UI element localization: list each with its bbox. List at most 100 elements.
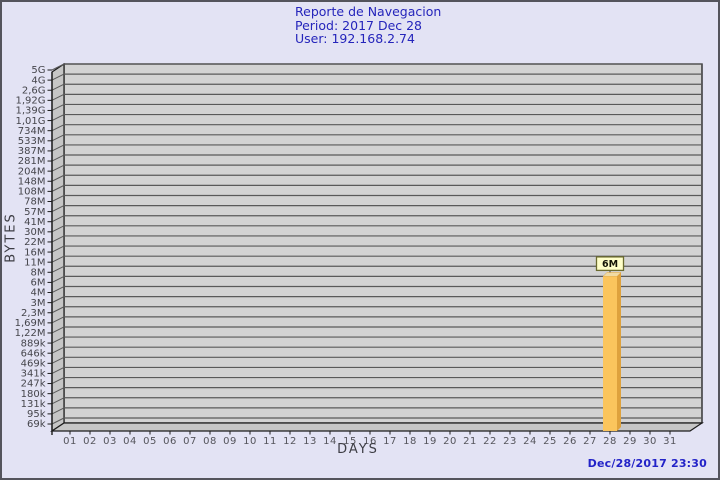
y-axis-title: BYTES bbox=[3, 212, 19, 263]
y-tick-label: 341k bbox=[21, 369, 46, 380]
x-tick-label: 23 bbox=[503, 436, 517, 447]
wall-gridline bbox=[51, 245, 65, 253]
x-tick-label: 25 bbox=[543, 436, 557, 447]
wall-gridline bbox=[51, 286, 65, 293]
x-tick-label: 10 bbox=[243, 436, 257, 447]
y-tick-label: 2,3M bbox=[21, 308, 46, 319]
floor bbox=[50, 422, 704, 432]
wall-gridline bbox=[51, 164, 65, 172]
y-tick-label: 204M bbox=[18, 166, 46, 177]
wall-gridline bbox=[51, 346, 65, 354]
wall-gridline bbox=[51, 104, 65, 111]
wall-gridline bbox=[51, 387, 65, 395]
wall-gridline bbox=[51, 265, 65, 273]
x-tick-label: 06 bbox=[163, 436, 177, 447]
bar-value-box bbox=[595, 256, 625, 272]
wall-gridline bbox=[51, 316, 65, 324]
y-tick-label: 1,39G bbox=[15, 106, 45, 117]
y-tick-label: 6M bbox=[31, 278, 46, 289]
report-user: User: 192.168.2.74 bbox=[295, 31, 415, 46]
plot-back-wall bbox=[63, 63, 703, 424]
x-tick-label: 17 bbox=[383, 436, 397, 447]
wall-gridline bbox=[51, 377, 65, 384]
x-tick-label: 24 bbox=[523, 436, 537, 447]
y-tick-label: 1,69M bbox=[15, 318, 46, 329]
y-tick-label: 1,22M bbox=[15, 328, 46, 339]
wall-gridline bbox=[51, 235, 65, 243]
wall-gridline bbox=[51, 93, 65, 101]
x-tick-label: 13 bbox=[303, 436, 317, 447]
x-tick-label: 14 bbox=[323, 436, 337, 447]
x-tick-label: 22 bbox=[483, 436, 497, 447]
wall-gridline bbox=[51, 195, 65, 202]
x-tick-label: 27 bbox=[583, 436, 597, 447]
x-tick-label: 09 bbox=[223, 436, 237, 447]
y-tick-label: 5G bbox=[31, 65, 45, 76]
y-tick-label: 734M bbox=[18, 126, 46, 137]
x-tick-label: 16 bbox=[363, 436, 377, 447]
y-tick-label: 41M bbox=[24, 217, 45, 228]
x-tick-label: 18 bbox=[403, 436, 417, 447]
x-tick-label: 31 bbox=[663, 436, 677, 447]
x-axis-title: DAYS bbox=[337, 442, 379, 457]
wall-gridline bbox=[51, 306, 65, 314]
bar-value-label: 6M bbox=[602, 259, 618, 270]
y-tick-label: 469k bbox=[21, 359, 46, 370]
y-tick-label: 108M bbox=[18, 187, 46, 198]
x-tick-label: 19 bbox=[423, 436, 437, 447]
wall-gridline bbox=[51, 174, 65, 182]
y-tick-label: 281M bbox=[18, 156, 46, 167]
x-tick-label: 26 bbox=[563, 436, 577, 447]
y-tick-label: 30M bbox=[24, 227, 45, 238]
y-tick-label: 22M bbox=[24, 237, 45, 248]
y-tick-label: 78M bbox=[24, 197, 45, 208]
bar-side bbox=[617, 272, 621, 431]
wall-gridline bbox=[51, 114, 65, 122]
x-tick-label: 12 bbox=[283, 436, 297, 447]
x-tick-label: 05 bbox=[143, 436, 157, 447]
wall-gridline bbox=[51, 184, 65, 192]
report-title: Reporte de Navegacion bbox=[295, 4, 442, 19]
wall-gridline bbox=[51, 225, 65, 233]
y-tick-label: 387M bbox=[18, 146, 46, 157]
y-tick-label: 889k bbox=[21, 338, 46, 349]
x-tick-label: 30 bbox=[643, 436, 657, 447]
wall-gridline bbox=[51, 417, 65, 425]
y-tick-label: 4G bbox=[31, 75, 45, 86]
x-tick-label: 15 bbox=[343, 436, 357, 447]
wall-gridline bbox=[51, 215, 65, 223]
x-tick-label: 11 bbox=[263, 436, 277, 447]
wall-gridline bbox=[51, 296, 65, 304]
x-tick-label: 02 bbox=[83, 436, 97, 447]
y-tick-label: 247k bbox=[21, 379, 46, 390]
wall-gridline bbox=[51, 407, 65, 415]
y-tick-label: 1,01G bbox=[15, 116, 45, 127]
wall-gridline bbox=[51, 73, 65, 81]
x-tick-label: 07 bbox=[183, 436, 197, 447]
bar-front bbox=[603, 276, 617, 431]
wall-gridline bbox=[51, 124, 65, 132]
x-tick-label: 03 bbox=[103, 436, 117, 447]
wall-gridline bbox=[51, 134, 65, 142]
x-tick-label: 21 bbox=[463, 436, 477, 447]
x-tick-label: 20 bbox=[443, 436, 457, 447]
wall-gridline bbox=[51, 356, 65, 364]
wall-gridline bbox=[51, 336, 65, 344]
report-period: Period: 2017 Dec 28 bbox=[295, 17, 423, 33]
y-tick-label: 131k bbox=[21, 399, 46, 410]
y-tick-label: 8M bbox=[31, 267, 46, 278]
y-tick-label: 3M bbox=[31, 298, 46, 309]
y-tick-label: 148M bbox=[18, 176, 46, 187]
y-tick-label: 180k bbox=[21, 389, 46, 400]
report-header: Reporte de Navegacion Period: 2017 Dec 2… bbox=[295, 5, 441, 46]
y-tick-label: 646k bbox=[21, 348, 46, 359]
wall-gridline bbox=[51, 63, 65, 71]
y-tick-label: 11M bbox=[24, 257, 45, 268]
y-tick-label: 16M bbox=[24, 247, 45, 258]
y-tick-label: 2,6G bbox=[22, 85, 46, 96]
wall-gridline bbox=[51, 255, 65, 263]
wall-gridline bbox=[51, 275, 65, 283]
y-tick-label: 95k bbox=[27, 409, 46, 420]
